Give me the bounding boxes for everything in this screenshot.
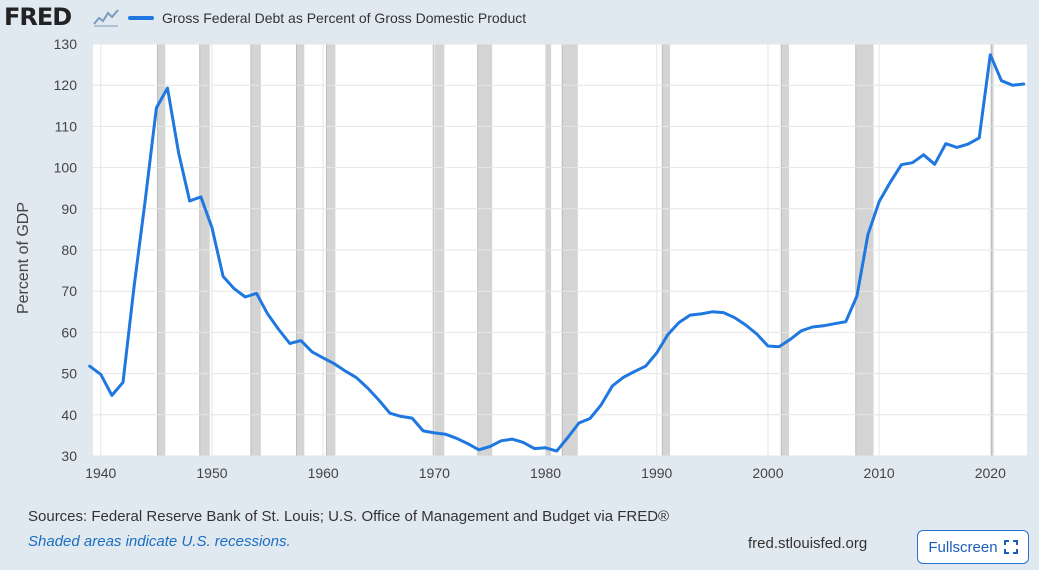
x-tick-label: 2020 [975,465,1006,481]
site-link[interactable]: fred.stlouisfed.org [748,535,867,552]
legend-series-name: Gross Federal Debt as Percent of Gross D… [162,10,526,26]
y-tick-label: 40 [61,407,77,423]
legend: Gross Federal Debt as Percent of Gross D… [128,8,526,28]
expand-icon [1004,540,1018,554]
y-tick-label: 80 [61,242,77,258]
fred-logo[interactable]: FRED [4,3,71,31]
x-tick-label: 1970 [419,465,450,481]
y-tick-label: 60 [61,324,77,340]
y-tick-label: 30 [61,448,77,464]
chart-header: FRED Gross Federal Debt as Percent of Gr… [0,0,1039,36]
line-chart: 30 40 50 60 70 80 90 100 110 120 130 1940 1950 1960 19… [0,36,1039,496]
y-tick-label: 70 [61,283,77,299]
y-tick-label: 130 [54,36,78,52]
x-tick-label: 1960 [308,465,339,481]
y-tick-label: 100 [54,160,78,176]
y-tick-label: 90 [61,201,77,217]
fullscreen-label: Fullscreen [928,539,997,556]
y-tick-label: 50 [61,366,77,382]
y-tick-label: 120 [54,77,78,93]
x-tick-label: 1990 [641,465,672,481]
y-tick-label: 110 [55,118,78,134]
x-tick-label: 1950 [196,465,227,481]
x-tick-label: 1980 [530,465,561,481]
x-tick-label: 2010 [864,465,895,481]
recession-note: Shaded areas indicate U.S. recessions. [28,533,291,550]
x-tick-label: 1940 [85,465,116,481]
sources-text: Sources: Federal Reserve Bank of St. Lou… [28,508,669,525]
legend-swatch [128,16,154,20]
chart-line-icon [93,7,119,27]
x-tick-label: 2000 [752,465,783,481]
fullscreen-button[interactable]: Fullscreen [917,530,1029,564]
y-axis-label: Percent of GDP [15,202,32,314]
